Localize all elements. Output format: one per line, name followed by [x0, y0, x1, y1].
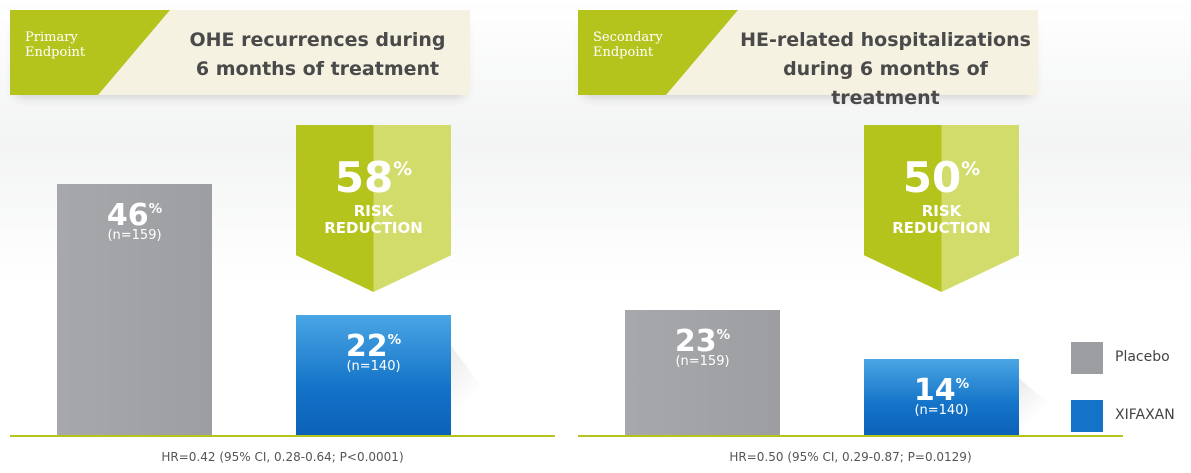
- risk-text: RISK REDUCTION: [324, 202, 423, 237]
- sample-label: (n=159): [675, 353, 730, 369]
- footnote: HR=0.50 (95% CI, 0.29-0.87; P=0.0129): [729, 450, 972, 464]
- chart-title: OHE recurrences during 6 months of treat…: [189, 29, 446, 80]
- risk-arrow: [864, 125, 1019, 292]
- sample-label: (n=140): [346, 359, 401, 375]
- tag-text: Primary Endpoint: [25, 30, 86, 60]
- bar: [296, 315, 451, 435]
- bar: [625, 309, 780, 435]
- sample-label: (n=140): [914, 402, 969, 418]
- chart-title: HE-related hospitalizations during 6 mon…: [740, 29, 1031, 109]
- value-label: 46%: [106, 198, 163, 234]
- risk-text: RISK REDUCTION: [892, 202, 991, 237]
- legend-label: XIFAXAN: [1115, 407, 1175, 423]
- value-label: 14%: [913, 372, 970, 408]
- risk-arrow: [296, 125, 451, 292]
- bar: [864, 358, 1019, 435]
- legend-label: Placebo: [1115, 349, 1170, 365]
- tag-text: Secondary Endpoint: [593, 30, 663, 60]
- risk-value: 58%: [334, 153, 413, 202]
- legend-swatch: [1071, 342, 1103, 374]
- value-label: 23%: [674, 323, 731, 359]
- bar: [57, 184, 212, 435]
- footnote: HR=0.42 (95% CI, 0.28-0.64; P<0.0001): [161, 450, 404, 464]
- sample-label: (n=159): [107, 228, 162, 244]
- baseline: [10, 435, 555, 437]
- risk-value: 50%: [902, 153, 981, 202]
- value-label: 22%: [345, 329, 402, 365]
- legend-swatch: [1071, 400, 1103, 432]
- baseline: [578, 435, 1123, 437]
